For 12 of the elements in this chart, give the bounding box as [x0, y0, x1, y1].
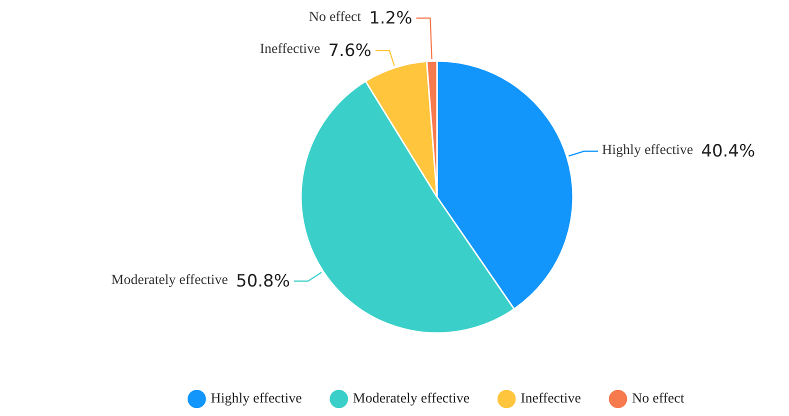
legend-label: Highly effective: [210, 392, 302, 407]
slice-label: Ineffective: [260, 42, 320, 58]
slice-label: Moderately effective: [111, 272, 228, 288]
data-label: 50.8%: [236, 272, 290, 292]
legend-label: Moderately effective: [352, 392, 470, 407]
slice-label: Highly effective: [602, 142, 694, 158]
data-label: 7.6%: [328, 40, 372, 61]
data-label: 1.2%: [369, 8, 412, 29]
slice-label: No effect: [308, 10, 362, 25]
legend-label: No effect: [632, 392, 684, 407]
legend-label: Ineffective: [520, 392, 581, 407]
data-label: 40.4%: [701, 142, 756, 162]
